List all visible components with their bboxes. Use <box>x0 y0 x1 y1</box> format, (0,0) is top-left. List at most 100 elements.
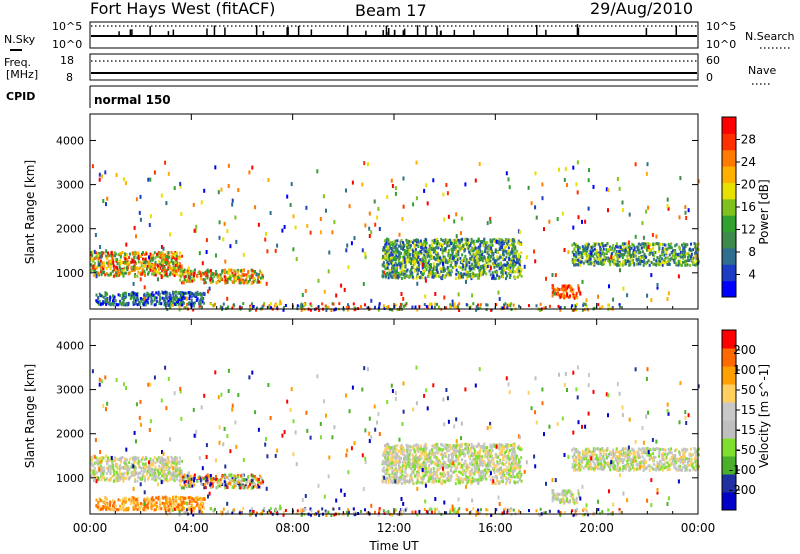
echo-cell <box>125 257 128 261</box>
echo-cell <box>183 306 186 309</box>
echo-cell <box>586 259 589 263</box>
echo-cell <box>169 465 172 469</box>
echo-cell <box>177 471 180 474</box>
echo-cell <box>607 256 610 260</box>
echo-cell <box>95 498 98 502</box>
echo-cell <box>109 501 112 505</box>
echo-cell <box>122 261 125 264</box>
echo-cell <box>234 476 237 480</box>
echo-cell <box>381 270 384 274</box>
echo-cell <box>225 475 228 479</box>
echo-cell <box>103 466 106 470</box>
echo-cell <box>150 500 153 504</box>
echo-cell <box>256 280 259 284</box>
echo-cell <box>408 248 411 252</box>
echo-cell <box>491 276 494 280</box>
echo-cell <box>435 274 438 278</box>
echo-cell <box>385 273 388 276</box>
echo-cell <box>179 269 182 273</box>
echo-cell <box>503 305 506 309</box>
echo-cell <box>190 477 193 481</box>
echo-cell <box>661 251 664 255</box>
echo-cell <box>423 265 426 268</box>
echo-cell <box>172 303 174 307</box>
echo-cell <box>505 251 508 255</box>
echo-cell <box>473 461 476 465</box>
echo-cell <box>637 262 640 266</box>
echo-cell <box>188 506 191 510</box>
echo-cell <box>429 455 432 459</box>
echo-cell <box>393 255 396 260</box>
echo-cell <box>149 464 152 468</box>
echo-cell <box>105 302 108 306</box>
echo-cell <box>158 501 161 504</box>
echo-cell <box>387 276 390 280</box>
echo-cell <box>211 478 214 482</box>
echo-cell <box>112 264 115 268</box>
echo-cell <box>237 479 240 483</box>
echo-cell <box>455 249 458 254</box>
echo-cell <box>108 506 111 510</box>
echo-cell <box>141 473 144 477</box>
echo-cell <box>460 231 462 236</box>
echo-cell <box>147 476 150 480</box>
echo-cell <box>139 272 142 276</box>
echo-cell <box>459 261 462 265</box>
echo-cell <box>96 257 99 261</box>
echo-cell <box>153 271 155 275</box>
echo-cell <box>92 463 95 467</box>
echo-cell <box>469 269 472 272</box>
echo-cell <box>460 216 463 221</box>
echo-cell <box>593 247 596 251</box>
power-colorbar-label: Power [dB] <box>757 179 771 244</box>
echo-cell <box>447 457 450 461</box>
echo-cell <box>411 275 414 279</box>
echo-cell <box>111 474 114 478</box>
echo-cell <box>499 245 502 249</box>
echo-cell <box>575 291 578 295</box>
echo-cell <box>506 446 508 450</box>
colorbar-tick-label: 8 <box>748 245 756 259</box>
echo-cell <box>170 462 173 466</box>
echo-cell <box>493 238 496 242</box>
echo-cell <box>572 308 575 312</box>
freq-label: Freq. <box>4 56 31 69</box>
echo-cell <box>212 484 214 488</box>
echo-cell <box>588 245 591 248</box>
echo-cell <box>551 273 554 277</box>
echo-cell <box>221 269 224 273</box>
echo-cell <box>184 496 187 500</box>
echo-cell <box>498 240 501 244</box>
echo-cell <box>105 503 108 507</box>
echo-cell <box>153 303 156 307</box>
echo-cell <box>534 171 537 176</box>
echo-cell <box>386 195 389 199</box>
echo-cell <box>97 252 100 256</box>
echo-cell <box>200 293 203 297</box>
echo-cell <box>234 269 237 273</box>
echo-cell <box>643 252 646 256</box>
echo-cell <box>432 178 435 183</box>
echo-cell <box>402 246 405 250</box>
echo-cell <box>417 260 419 264</box>
echo-cell <box>419 260 422 264</box>
echo-cell <box>468 469 471 473</box>
echo-cell <box>198 251 201 256</box>
echo-cell <box>128 468 131 472</box>
echo-cell <box>117 498 120 502</box>
echo-cell <box>444 258 447 262</box>
echo-cell <box>396 308 399 312</box>
echo-cell <box>391 240 394 244</box>
echo-cell <box>133 459 136 463</box>
echo-cell <box>454 260 457 264</box>
echo-cell <box>600 257 603 261</box>
echo-cell <box>399 305 402 309</box>
echo-cell <box>180 291 183 294</box>
echo-cell <box>101 471 104 475</box>
echo-cell <box>426 255 429 259</box>
echo-cell <box>503 473 506 477</box>
echo-cell <box>180 469 183 473</box>
echo-cell <box>398 232 401 237</box>
echo-cell <box>495 303 498 307</box>
echo-cell <box>485 241 488 245</box>
